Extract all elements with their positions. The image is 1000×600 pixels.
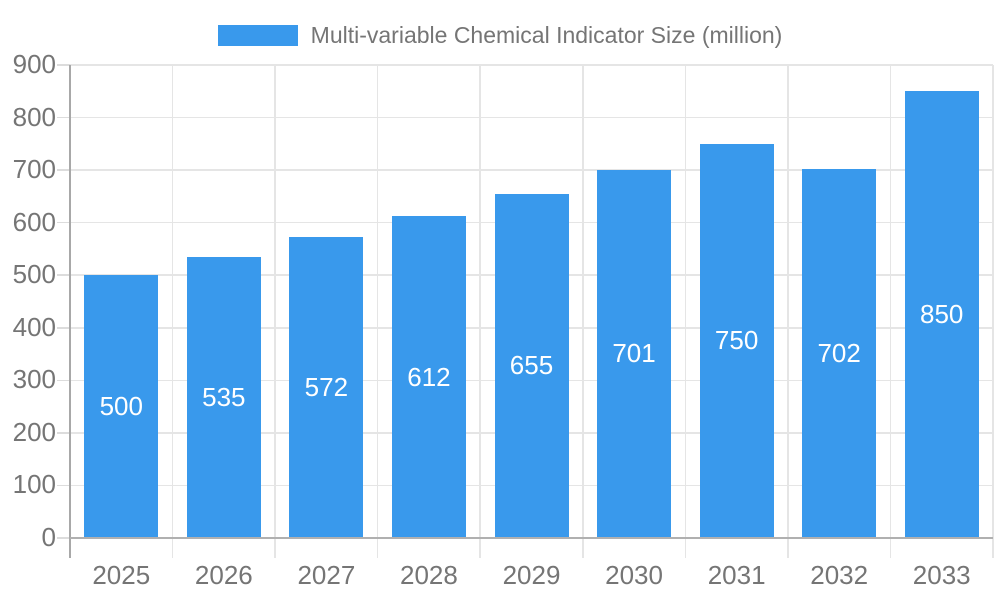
- y-axis-label: 700: [12, 153, 56, 184]
- bar-2027: 572: [289, 237, 364, 538]
- x-axis-label: 2027: [297, 560, 356, 590]
- bar-value-label: 572: [304, 372, 349, 403]
- y-axis-label: 800: [12, 101, 56, 132]
- x-axis-label: 2026: [194, 560, 253, 590]
- y-axis-tick: [57, 116, 70, 119]
- y-axis-label: 0: [41, 521, 56, 552]
- y-axis-label: 300: [12, 364, 56, 395]
- chart-legend: Multi-variable Chemical Indicator Size (…: [0, 21, 1000, 48]
- y-axis-label: 100: [12, 469, 56, 500]
- bar-2033: 850: [904, 91, 979, 538]
- x-axis-label: 2031: [707, 560, 766, 590]
- bar-value-label: 500: [99, 391, 143, 422]
- legend-label: Multi-variable Chemical Indicator Size (…: [310, 21, 783, 48]
- bar-2031: 750: [699, 143, 774, 538]
- category-gridline: [787, 65, 789, 558]
- bar-value-label: 702: [817, 338, 861, 369]
- bar-2028: 612: [391, 216, 466, 538]
- x-axis-label: 2030: [605, 560, 663, 590]
- y-axis-line: [69, 65, 71, 558]
- bar-value-label: 655: [509, 350, 554, 381]
- bar-2025: 500: [84, 275, 159, 538]
- bar-value-label: 701: [612, 338, 656, 369]
- y-axis-tick: [57, 432, 70, 434]
- x-axis-label: 2025: [92, 560, 151, 590]
- bar-value-label: 750: [714, 325, 759, 356]
- y-axis-label: 900: [12, 48, 56, 79]
- y-axis-tick: [57, 537, 70, 539]
- bar-value-label: 612: [407, 361, 451, 392]
- y-axis-tick: [57, 274, 70, 276]
- legend-swatch: [217, 24, 298, 46]
- x-axis-label: 2033: [912, 560, 971, 590]
- category-gridline: [889, 65, 892, 558]
- category-gridline: [274, 65, 276, 558]
- y-axis-label: 200: [12, 416, 56, 447]
- category-gridline: [992, 65, 994, 558]
- x-axis-line: [70, 537, 993, 539]
- y-gridline: [70, 116, 993, 119]
- y-axis-label: 600: [12, 206, 56, 237]
- category-gridline: [376, 65, 379, 558]
- y-axis-tick: [57, 169, 70, 171]
- bar-value-label: 535: [202, 381, 246, 412]
- x-axis-label: 2029: [502, 560, 561, 590]
- y-axis-tick: [57, 64, 70, 66]
- y-gridline: [70, 64, 993, 66]
- y-axis-tick: [57, 221, 70, 224]
- bar-2032: 702: [802, 169, 877, 538]
- category-gridline: [582, 65, 584, 558]
- y-axis-label: 500: [12, 259, 56, 290]
- bar-2026: 535: [186, 256, 261, 538]
- y-axis-tick: [57, 327, 70, 329]
- category-gridline: [684, 65, 687, 558]
- y-axis-label: 400: [12, 311, 56, 342]
- bar-2029: 655: [494, 193, 569, 538]
- y-gridline: [70, 169, 993, 171]
- bar-value-label: 850: [920, 299, 964, 330]
- x-axis-label: 2028: [400, 560, 458, 590]
- bar-2030: 701: [597, 169, 672, 538]
- y-axis-tick: [57, 379, 70, 382]
- category-gridline: [479, 65, 481, 558]
- x-axis-label: 2032: [810, 560, 869, 590]
- y-axis-tick: [57, 484, 70, 487]
- category-gridline: [171, 65, 174, 558]
